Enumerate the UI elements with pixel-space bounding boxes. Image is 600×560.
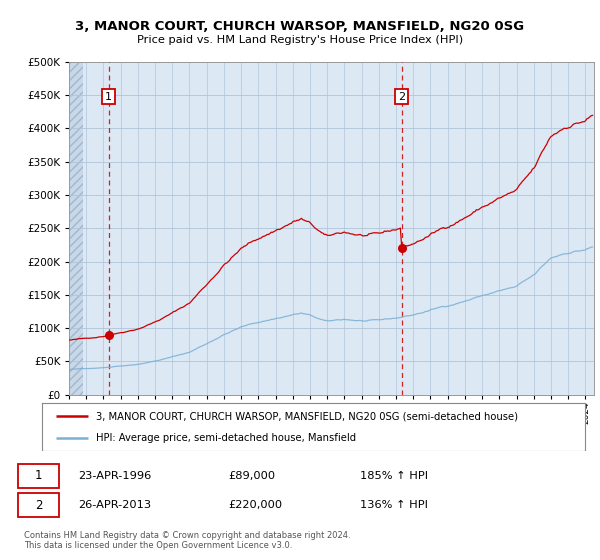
Text: £220,000: £220,000 <box>228 501 282 510</box>
Text: £89,000: £89,000 <box>228 471 275 481</box>
FancyBboxPatch shape <box>18 464 59 488</box>
Text: 1: 1 <box>105 92 112 101</box>
Text: 3, MANOR COURT, CHURCH WARSOP, MANSFIELD, NG20 0SG: 3, MANOR COURT, CHURCH WARSOP, MANSFIELD… <box>76 20 524 32</box>
Text: 2: 2 <box>398 92 405 101</box>
Text: 26-APR-2013: 26-APR-2013 <box>78 501 151 510</box>
Text: 2: 2 <box>35 499 42 512</box>
Text: HPI: Average price, semi-detached house, Mansfield: HPI: Average price, semi-detached house,… <box>97 433 356 443</box>
Text: Price paid vs. HM Land Registry's House Price Index (HPI): Price paid vs. HM Land Registry's House … <box>137 35 463 45</box>
Text: 3, MANOR COURT, CHURCH WARSOP, MANSFIELD, NG20 0SG (semi-detached house): 3, MANOR COURT, CHURCH WARSOP, MANSFIELD… <box>97 411 518 421</box>
Text: 185% ↑ HPI: 185% ↑ HPI <box>360 471 428 481</box>
Bar <box>69 62 83 395</box>
FancyBboxPatch shape <box>18 493 59 517</box>
Text: 23-APR-1996: 23-APR-1996 <box>78 471 151 481</box>
Text: 1: 1 <box>35 469 42 482</box>
Text: 136% ↑ HPI: 136% ↑ HPI <box>360 501 428 510</box>
Text: Contains HM Land Registry data © Crown copyright and database right 2024.
This d: Contains HM Land Registry data © Crown c… <box>24 531 350 550</box>
